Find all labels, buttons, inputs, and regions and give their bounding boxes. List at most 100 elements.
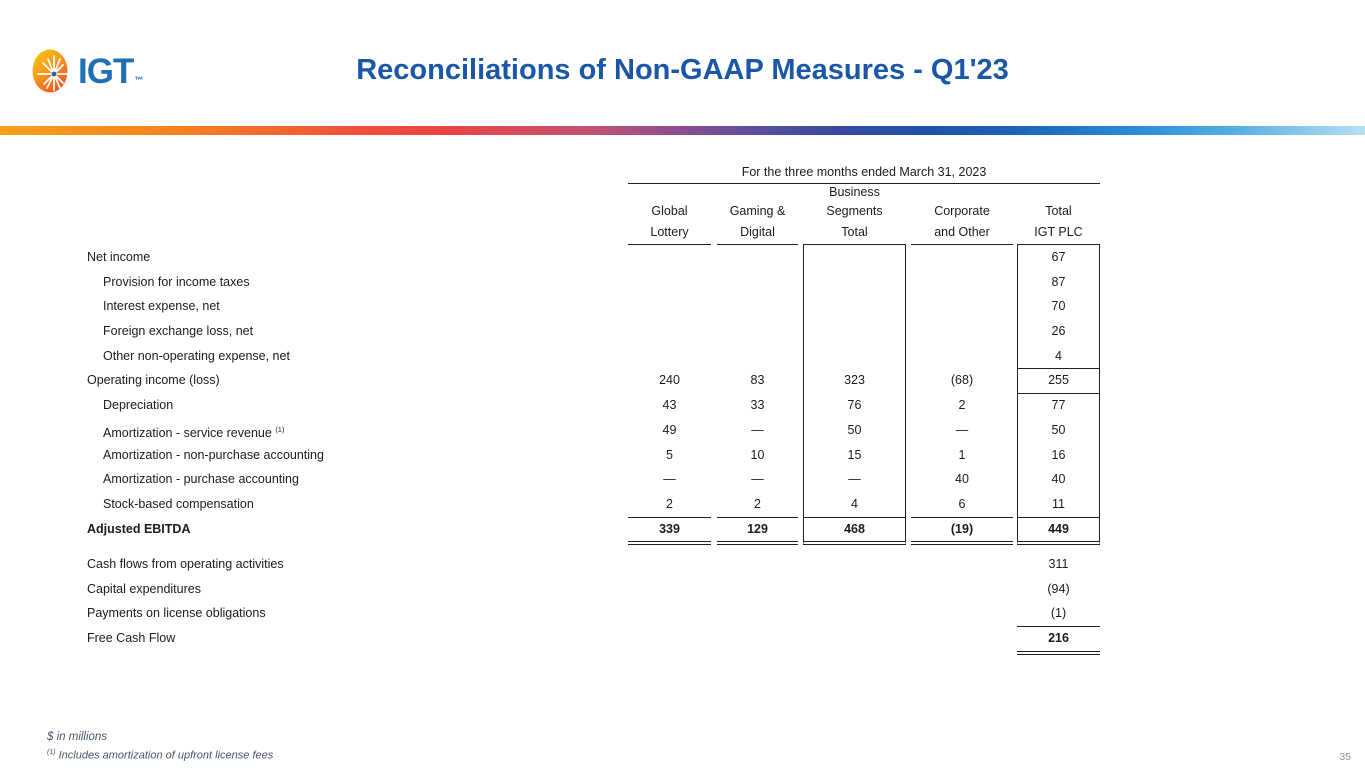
cell: 4 [803,491,906,518]
cell: (1) [1017,601,1100,628]
logo-trademark: ™ [134,74,144,85]
col-header-business-segments-line1: Business [829,185,880,199]
cell: 468 [803,516,906,546]
table-row-adjusted-ebitda: Adjusted EBITDA 339 129 468 (19) 449 [87,516,1100,546]
table-row-amortization-non-purchase: Amortization - non-purchase accounting 5… [87,442,1100,468]
gradient-divider [0,126,1365,135]
cell: — [803,467,906,492]
cell: 240 [659,373,680,388]
cell: 6 [911,492,1013,518]
cell [911,344,1013,370]
footnotes: $ in millions (1) Includes amortization … [47,730,273,764]
cell: 49 [662,422,677,437]
col-header-corporate-other: Corporate [934,204,990,218]
cell: 50 [1017,417,1100,446]
cell [628,245,711,270]
cell: 2 [628,492,711,518]
cell: 70 [1017,294,1100,320]
table-row-operating-income: Operating income (loss) 240 83 323 (68) … [87,368,1100,395]
cell: — [751,472,764,487]
cell: 129 [717,517,798,546]
row-label: Depreciation [103,398,174,413]
units-note: $ in millions [47,731,108,743]
col-header-business-segments: Segments [826,204,883,218]
row-label: Amortization - service revenue (1) [103,424,285,440]
table-row-payments-license-obligations: Payments on license obligations (1) [87,601,1100,628]
cell: 449 [1017,516,1100,546]
row-label: Provision for income taxes [103,274,250,289]
cell: 40 [1017,467,1100,492]
cell: 5 [666,447,673,462]
table-row-foreign-exchange-loss: Foreign exchange loss, net 26 [87,319,1100,344]
table-row-amortization-purchase: Amortization - purchase accounting — — —… [87,467,1100,492]
cell: 50 [803,417,906,446]
table-row-free-cash-flow: Free Cash Flow 216 [87,626,1100,655]
cell: — [955,422,969,437]
starburst-icon [37,55,68,91]
table-row-interest-expense: Interest expense, net 70 [87,294,1100,320]
footnote-1: (1) Includes amortization of upfront lic… [47,749,274,762]
col-header-corporate-other-line3: and Other [911,221,1013,245]
table-row-amortization-service-revenue: Amortization - service revenue (1) 49 — … [87,417,1100,446]
cell: 323 [803,368,906,395]
cell [717,294,798,319]
row-label: Stock-based compensation [103,496,254,511]
cell: 1 [958,447,966,462]
cell: 311 [1048,557,1069,572]
footnote-1-marker: (1) [47,749,56,756]
cell: 67 [1017,245,1100,270]
cell [717,344,798,370]
igt-logo: IGT™ [30,47,143,95]
cell [803,343,906,370]
row-label: Net income [87,250,151,264]
cell [911,319,1013,344]
row-label: Capital expenditures [87,581,201,596]
logo-wordmark: IGT™ [78,54,143,89]
row-label: Other non-operating expense, net [103,348,290,363]
col-header-gaming-digital: Gaming & [729,204,786,218]
cell: 2 [958,398,966,413]
table-row-provision-income-taxes: Provision for income taxes 87 [87,269,1100,295]
cell: 26 [1017,319,1100,344]
col-header-total-igt-plc-line3: IGT PLC [1017,221,1100,245]
cell: 255 [1017,368,1100,395]
cell [911,245,1013,270]
cell: — [751,422,764,437]
col-header-gaming-digital-line3: Digital [717,221,798,245]
cell [803,269,906,295]
cell: (94) [1047,581,1070,596]
cell [717,245,798,270]
table-row-cash-flows-operating: Cash flows from operating activities 311 [87,552,1100,577]
cell: 76 [803,393,906,418]
page-number: 35 [1339,751,1351,763]
cell: 2 [717,492,798,518]
row-label: Amortization - non-purchase accounting [103,447,324,462]
igt-logo-mark [32,49,68,93]
row-label: Free Cash Flow [87,631,176,646]
col-header-total-igt-plc: Total [1045,204,1072,218]
cell [628,294,711,319]
footnote-ref: (1) [275,424,285,434]
cell: 83 [750,373,765,388]
reconciliation-table: For the three months ended March 31, 202… [87,162,1100,655]
cell [717,270,798,295]
cell: 10 [750,447,765,462]
row-label: Cash flows from operating activities [87,557,284,572]
table-header-line2: Global Gaming & Segments Corporate Total [87,201,1100,221]
logo-text: IGT [78,51,134,91]
cell [628,319,711,344]
table-row-depreciation: Depreciation 43 33 76 2 77 [87,393,1100,418]
slide-title: Reconciliations of Non-GAAP Measures - Q… [356,54,1009,86]
table-row-stock-based-compensation: Stock-based compensation 2 2 4 6 11 [87,491,1100,518]
cell: 40 [955,472,969,487]
table-row-capital-expenditures: Capital expenditures (94) [87,577,1100,602]
cell [628,270,711,295]
cell: 4 [1017,343,1100,370]
table-period-row: For the three months ended March 31, 202… [87,162,1100,184]
col-header-global-lottery: Global [651,204,688,218]
table-header-line3: Lottery Digital Total and Other IGT PLC [87,221,1100,245]
cell: 11 [1017,491,1100,518]
period-header: For the three months ended March 31, 202… [628,162,1100,184]
cell [717,319,798,344]
